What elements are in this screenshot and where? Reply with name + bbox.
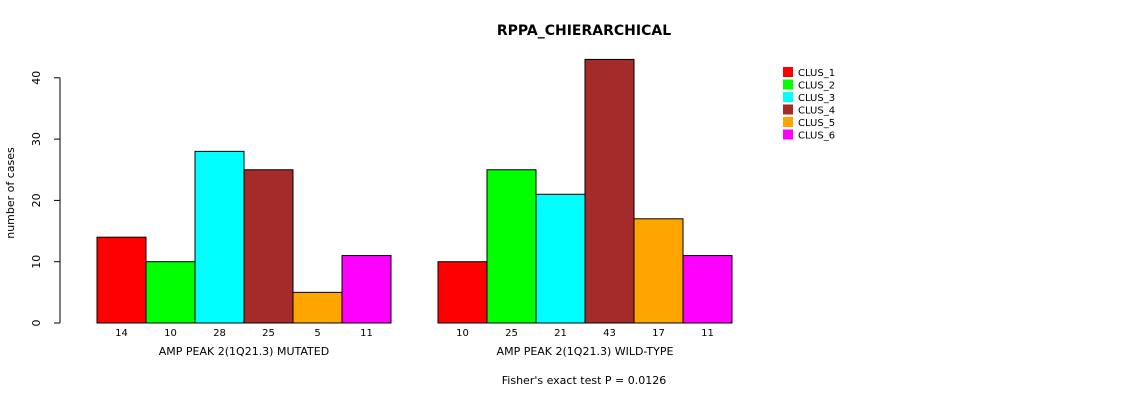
bar-clus-4 bbox=[243, 169, 294, 324]
bar-count-label: 43 bbox=[603, 328, 616, 339]
bar-clus-2 bbox=[145, 261, 196, 324]
legend-swatch bbox=[783, 79, 793, 90]
bar-count-label: 14 bbox=[115, 328, 128, 339]
legend-swatch bbox=[783, 104, 793, 115]
bar-clus-2 bbox=[486, 169, 537, 324]
legend-swatch bbox=[783, 92, 793, 102]
bar-clus-3 bbox=[535, 193, 586, 324]
bar-count-label: 10 bbox=[164, 328, 177, 339]
bar-count-label: 17 bbox=[652, 328, 665, 339]
bar-count-label: 10 bbox=[456, 328, 469, 339]
y-axis-label: number of cases bbox=[4, 147, 17, 239]
y-tick-label: 0 bbox=[30, 320, 43, 327]
bar-count-label: 25 bbox=[262, 328, 275, 339]
y-tick-label: 10 bbox=[30, 255, 43, 269]
bar-count-label: 28 bbox=[213, 328, 226, 339]
legend-label: CLUS_3 bbox=[798, 93, 835, 104]
y-axis: 0 10 20 30 40 bbox=[30, 71, 61, 327]
chart-title: RPPA_CHIERARCHICAL bbox=[497, 23, 671, 39]
legend-label: CLUS_2 bbox=[798, 81, 835, 92]
y-tick-label: 40 bbox=[30, 71, 43, 85]
bar-count-label: 25 bbox=[505, 328, 518, 339]
bar-clus-4 bbox=[584, 58, 635, 324]
bar-clus-5 bbox=[633, 218, 684, 324]
legend-swatch bbox=[783, 67, 793, 77]
bar-clus-6 bbox=[682, 255, 733, 324]
legend-label: CLUS_4 bbox=[798, 106, 835, 117]
bar-count-label: 21 bbox=[554, 328, 567, 339]
bar-count-label: 11 bbox=[360, 328, 373, 339]
bar-clus-6 bbox=[341, 255, 392, 324]
bar-clus-3 bbox=[194, 150, 245, 324]
legend-swatch bbox=[783, 129, 793, 140]
fisher-test-footnote: Fisher's exact test P = 0.0126 bbox=[502, 374, 666, 387]
legend-label: CLUS_5 bbox=[798, 118, 835, 129]
y-tick-label: 30 bbox=[30, 132, 43, 146]
bar-clus-1 bbox=[96, 236, 147, 324]
y-tick-label: 20 bbox=[30, 193, 43, 207]
legend-label: CLUS_6 bbox=[798, 131, 835, 142]
bar-count-label: 5 bbox=[314, 328, 320, 339]
group-label: AMP PEAK 2(1Q21.3) WILD-TYPE bbox=[497, 345, 674, 358]
legend-label: CLUS_1 bbox=[798, 68, 835, 79]
bar-clus-1 bbox=[437, 261, 488, 324]
legend-swatch bbox=[783, 117, 793, 127]
bar-clus-5 bbox=[292, 291, 343, 324]
bar-count-label: 11 bbox=[701, 328, 714, 339]
group-label: AMP PEAK 2(1Q21.3) MUTATED bbox=[159, 345, 329, 358]
bars: 14 10 28 25 5 11 AMP PEAK 2(1Q21.3) MUTATED 10 2… bbox=[96, 58, 733, 358]
